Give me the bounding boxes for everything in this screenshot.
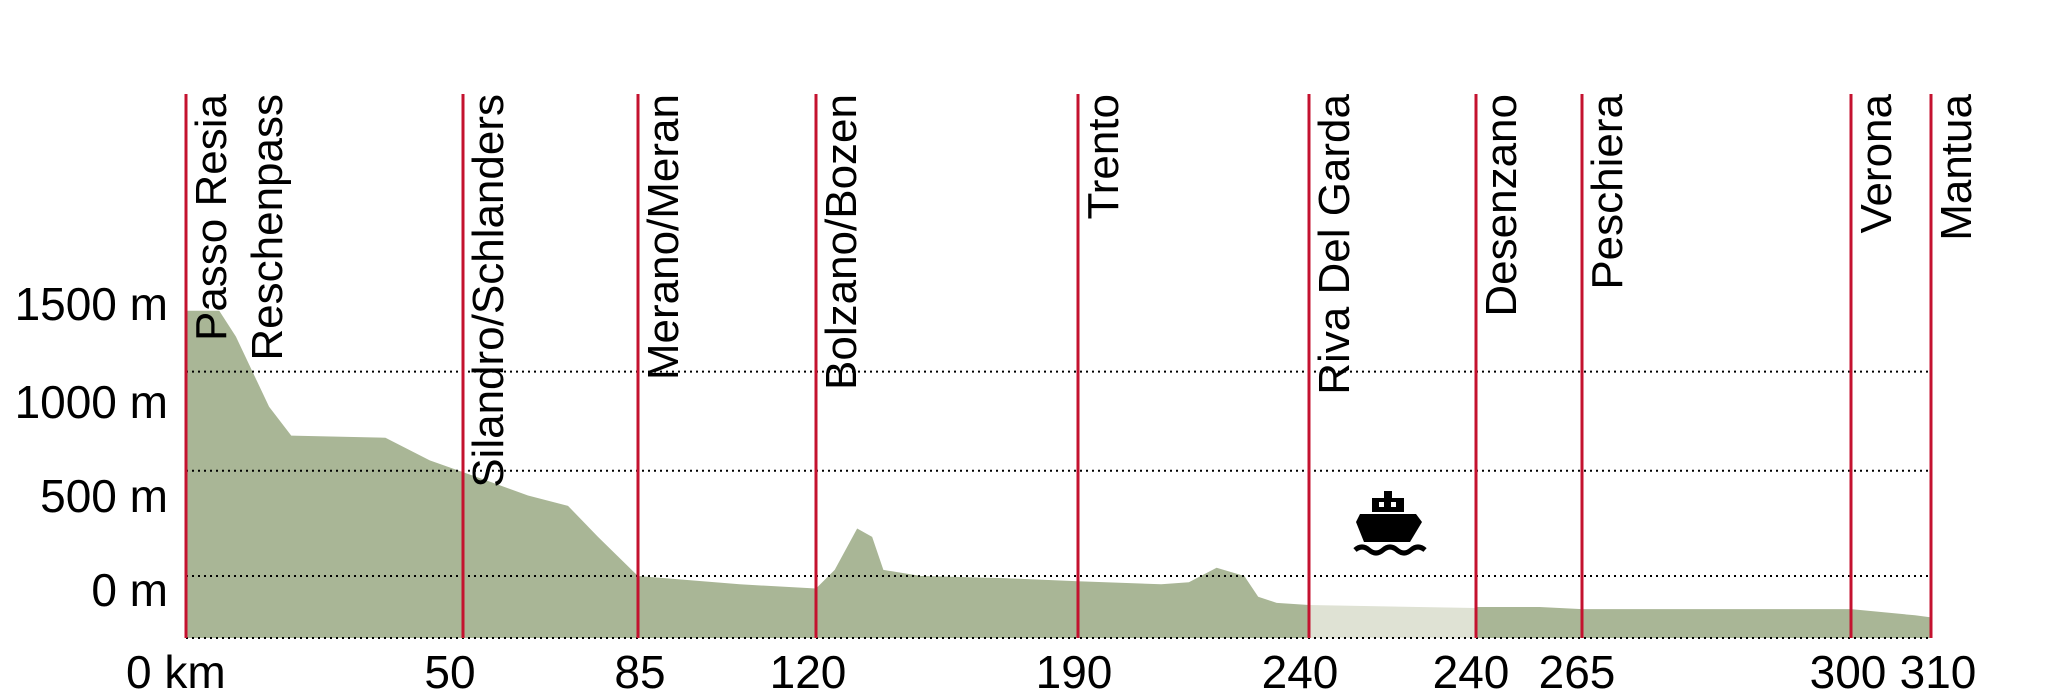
place-label: Mantua <box>1932 93 1981 240</box>
x-tick-label: 265 <box>1539 646 1616 698</box>
ferry-segment-area <box>1309 604 1476 638</box>
x-tick-label: 120 <box>770 646 847 698</box>
place-label: Silandro/Schlanders <box>464 94 513 488</box>
place-label: Trento <box>1079 94 1128 220</box>
y-tick-label: 500 m <box>40 470 168 522</box>
road-segment-area <box>1476 607 1931 638</box>
y-tick-label: 1000 m <box>15 376 168 428</box>
x-tick-label: 0 km <box>126 646 226 698</box>
x-tick-label: 190 <box>1036 646 1113 698</box>
place-markers <box>184 94 1933 638</box>
place-label: Desenzano <box>1477 94 1526 317</box>
x-tick-label: 240 <box>1262 646 1339 698</box>
place-label: Reschenpass <box>243 94 292 361</box>
place-labels: Passo Resia Reschenpass Silandro/Schlander… <box>187 93 1981 487</box>
x-tick-label: 300 <box>1810 646 1887 698</box>
road-segment-area <box>186 310 1309 638</box>
x-tick-label: 240 <box>1433 646 1510 698</box>
x-tick-label: 85 <box>614 646 665 698</box>
ferry-boat-icon <box>1353 491 1427 556</box>
x-tick-label: 50 <box>424 646 475 698</box>
place-label: Passo Resia <box>187 93 236 341</box>
x-tick-label: 310 <box>1900 646 1977 698</box>
place-label: Bolzano/Bozen <box>817 94 866 390</box>
y-tick-label: 1500 m <box>15 278 168 330</box>
place-label: Riva Del Garda <box>1310 93 1359 394</box>
place-label: Merano/Meran <box>639 94 688 380</box>
place-label: Peschiera <box>1583 93 1632 289</box>
y-axis-labels: 0 m 500 m 1000 m 1500 m <box>15 278 168 616</box>
y-tick-label: 0 m <box>91 564 168 616</box>
elevation-areas <box>186 310 1931 638</box>
place-label: Verona <box>1852 93 1901 233</box>
x-axis-labels: 0 km 50 85 120 190 240 240 265 300 310 <box>126 646 1976 698</box>
